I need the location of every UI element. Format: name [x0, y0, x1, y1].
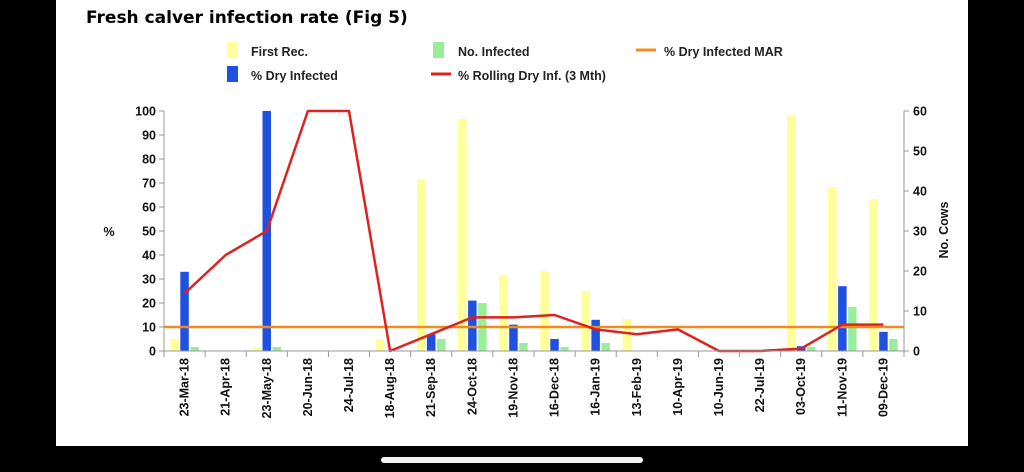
y-left-tick-label-50: 50 — [142, 225, 156, 239]
legend-label-pct-dry: % Dry Infected — [251, 69, 338, 83]
chart-panel: Fresh calver infection rate (Fig 5) Firs… — [56, 0, 968, 446]
x-tick-label-19-Nov-18: 19-Nov-18 — [506, 358, 520, 418]
y-left-tick-label-10: 10 — [142, 321, 156, 335]
x-tick-label-16-Jan-19: 16-Jan-19 — [589, 358, 603, 416]
x-tick-label-21-Apr-18: 21-Apr-18 — [219, 358, 233, 416]
legend-label-rolling: % Rolling Dry Inf. (3 Mth) — [458, 69, 606, 83]
legend-swatch-pct-dry — [227, 66, 238, 82]
x-tick-label-10-Jun-19: 10-Jun-19 — [712, 358, 726, 416]
bar--dry-infected-17 — [879, 331, 888, 351]
bar-no-infected-15 — [807, 347, 816, 351]
x-tick-label-24-Oct-18: 24-Oct-18 — [465, 358, 479, 415]
x-tick-label-10-Apr-19: 10-Apr-19 — [671, 358, 685, 416]
x-tick-label-21-Sep-18: 21-Sep-18 — [424, 358, 438, 417]
bar-no-infected-2 — [272, 347, 281, 351]
x-tick-label-03-Oct-19: 03-Oct-19 — [794, 358, 808, 415]
x-tick-label-16-Dec-18: 16-Dec-18 — [548, 358, 562, 417]
bar-first-rec--9 — [540, 271, 549, 351]
bar-no-infected-16 — [848, 307, 857, 351]
x-tick-label-24-Jul-18: 24-Jul-18 — [342, 358, 356, 412]
y-right-tick-label-0: 0 — [913, 345, 920, 359]
series-line-rolling-dry-infected — [183, 109, 884, 353]
y-right-tick-label-50: 50 — [913, 145, 927, 159]
y-left-tick-label-30: 30 — [142, 273, 156, 287]
chart-title: Fresh calver infection rate (Fig 5) — [86, 8, 408, 28]
y-left-tick-label-40: 40 — [142, 249, 156, 263]
x-tick-label-23-May-18: 23-May-18 — [260, 358, 274, 418]
y-left-tick-label-0: 0 — [149, 345, 156, 359]
x-tick-label-22-Jul-19: 22-Jul-19 — [753, 358, 767, 412]
y-left-tick-label-20: 20 — [142, 297, 156, 311]
y-right-tick-label-30: 30 — [913, 225, 927, 239]
legend-swatch-first-rec — [227, 42, 238, 58]
bar--dry-infected-16 — [838, 286, 847, 351]
legend-label-dry-mar: % Dry Infected MAR — [664, 45, 783, 59]
x-tick-label-18-Aug-18: 18-Aug-18 — [383, 358, 397, 418]
home-indicator — [381, 457, 643, 463]
y-right-tick-label-20: 20 — [913, 265, 927, 279]
bar-first-rec--16 — [828, 187, 837, 351]
bar-no-infected-17 — [889, 339, 898, 351]
x-tick-label-09-Dec-19: 09-Dec-19 — [876, 358, 890, 417]
y-left-tick-label-80: 80 — [142, 153, 156, 167]
y-axis-left-title: % — [103, 225, 114, 239]
bar-no-infected-6 — [437, 339, 446, 351]
bar--dry-infected-0 — [180, 271, 189, 351]
chart-canvas: First Rec. No. Infected % Dry Infected M… — [103, 42, 951, 418]
legend-swatch-no-infected — [433, 42, 444, 58]
bar-first-rec--8 — [499, 275, 508, 351]
bar-first-rec--15 — [787, 115, 796, 351]
bar--dry-infected-9 — [550, 339, 559, 351]
bar-first-rec--7 — [458, 119, 467, 351]
y-axis-right-title: No. Cows — [937, 201, 951, 258]
bar-no-infected-8 — [519, 343, 528, 351]
y-right-tick-label-40: 40 — [913, 185, 927, 199]
bar-first-rec--5 — [375, 339, 385, 351]
y-right-tick-label-10: 10 — [913, 305, 927, 319]
legend-label-no-infected: No. Infected — [458, 45, 530, 59]
x-tick-label-11-Nov-19: 11-Nov-19 — [835, 358, 849, 417]
y-left-tick-label-60: 60 — [142, 201, 156, 215]
y-right-tick-label-60: 60 — [913, 105, 927, 119]
bar--dry-infected-10 — [591, 319, 600, 351]
y-left-tick-label-100: 100 — [135, 105, 156, 119]
bar-no-infected-9 — [560, 347, 569, 351]
bar-first-rec--6 — [417, 179, 426, 351]
y-left-tick-label-70: 70 — [142, 177, 156, 191]
bar--dry-infected-6 — [427, 334, 436, 351]
bar-first-rec--2 — [252, 347, 261, 351]
bar-no-infected-10 — [601, 343, 610, 351]
legend-label-first-rec: First Rec. — [251, 45, 308, 59]
y-left-tick-label-90: 90 — [142, 129, 156, 143]
bar-first-rec--11 — [622, 319, 631, 351]
x-tick-label-20-Jun-18: 20-Jun-18 — [301, 358, 315, 416]
bar-first-rec--0 — [170, 339, 179, 351]
legend: First Rec. No. Infected % Dry Infected M… — [227, 42, 783, 83]
bar-first-rec--10 — [581, 291, 590, 351]
x-tick-label-23-Mar-18: 23-Mar-18 — [178, 358, 192, 416]
bar-first-rec--17 — [869, 199, 878, 351]
bar--dry-infected-8 — [509, 324, 518, 351]
bar-no-infected-0 — [190, 347, 199, 351]
x-tick-label-13-Feb-19: 13-Feb-19 — [630, 358, 644, 416]
